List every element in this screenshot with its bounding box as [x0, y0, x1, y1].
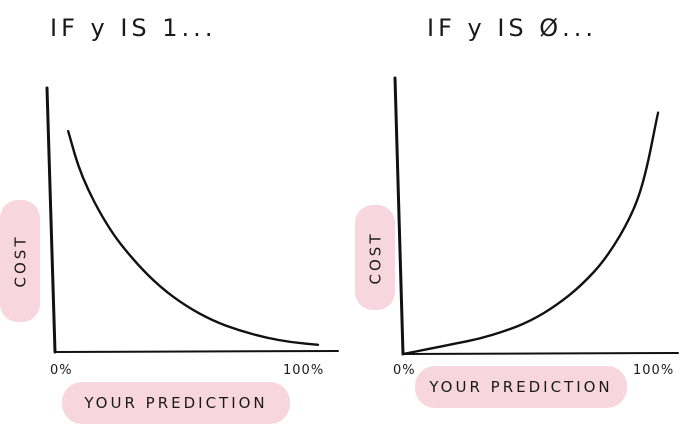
chart-title: IF y IS 1... [50, 14, 217, 42]
y-axis-line [45, 86, 57, 354]
chart-title: IF y IS Ø... [427, 14, 598, 42]
cost-curve-series-0 [401, 111, 660, 356]
x-tick-label-min: 0% [393, 363, 416, 378]
x-axis-label-highlight: YOUR PREDICTION [62, 382, 290, 424]
x-tick-label-min: 0% [50, 363, 73, 378]
chart-panel-y-is-0: IF y IS Ø... COST 0% 100% YOUR PREDICTIO… [345, 0, 691, 437]
y-axis-label-highlight: COST [355, 205, 395, 310]
x-axis-line [402, 352, 679, 355]
x-axis-label: YOUR PREDICTION [429, 378, 613, 396]
cost-curve-series-0 [67, 130, 320, 346]
x-tick-label-max: 100% [633, 363, 675, 378]
chart-panel-y-is-1: IF y IS 1... COST 0% 100% YOUR PREDICTIO… [0, 0, 345, 437]
plot-area [45, 86, 339, 354]
x-axis-line [54, 350, 339, 353]
x-axis-label-highlight: YOUR PREDICTION [415, 366, 627, 408]
x-axis-label: YOUR PREDICTION [84, 394, 268, 412]
y-axis-line [393, 76, 405, 356]
x-tick-label-max: 100% [283, 363, 325, 378]
y-axis-label-highlight: COST [0, 200, 40, 322]
plot-area [393, 76, 679, 356]
